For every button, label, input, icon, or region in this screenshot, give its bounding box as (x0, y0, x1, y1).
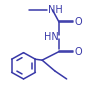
Text: HN: HN (44, 32, 58, 42)
Text: O: O (74, 47, 82, 57)
Text: NH: NH (48, 5, 62, 15)
Text: O: O (74, 17, 82, 27)
